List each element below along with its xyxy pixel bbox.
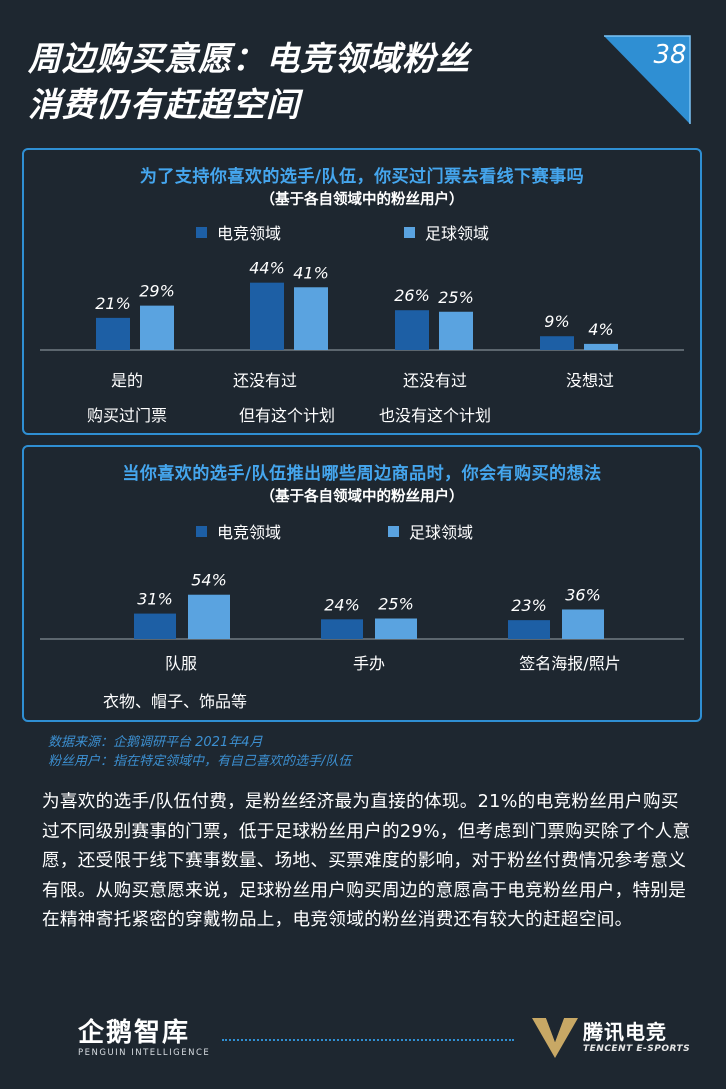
chart-panel-merch: 当你喜欢的选手/队伍推出哪些周边商品时，你会有购买的想法 （基于各自领域中的粉丝… xyxy=(22,445,702,722)
bar-esports xyxy=(508,620,550,639)
chart-subtitle: （基于各自领域中的粉丝用户） xyxy=(260,192,464,208)
page-number: 38 xyxy=(653,40,687,70)
data-label: 25% xyxy=(378,595,414,614)
category-label: 签名海报/照片 xyxy=(519,654,620,673)
data-label: 21% xyxy=(95,294,131,313)
page-title-line2: 消费仍有赶超空间 xyxy=(28,85,300,124)
chart-panel-tickets: 为了支持你喜欢的选手/队伍，你买过门票去看线下赛事吗 （基于各自领域中的粉丝用户… xyxy=(22,148,702,435)
bar-football xyxy=(375,618,417,639)
legend-football-swatch xyxy=(404,226,415,238)
legend-esports-swatch xyxy=(196,525,207,537)
data-label: 44% xyxy=(249,259,285,278)
fan-definition-line: 粉丝用户：指在特定领域中，有自己喜欢的选手/队伍 xyxy=(48,754,352,769)
bar-esports xyxy=(96,317,130,350)
legend-football-swatch xyxy=(388,525,399,537)
legend-esports-label: 电竞领域 xyxy=(217,224,282,243)
category-label: 衣物、帽子、饰品等 xyxy=(103,692,247,711)
bar-esports xyxy=(134,613,176,639)
body-paragraph: 为喜欢的选手/队伍付费，是粉丝经济最为直接的体现。21%的电竞粉丝用户购买过不同… xyxy=(42,792,691,930)
data-label: 25% xyxy=(438,288,474,307)
chart-subtitle: （基于各自领域中的粉丝用户） xyxy=(260,489,464,505)
data-label: 54% xyxy=(191,571,227,590)
category-label: 是的 xyxy=(111,371,143,390)
tencent-esports-logo: 腾讯电竞 xyxy=(583,1020,667,1044)
tencent-esports-v-icon xyxy=(532,1018,578,1058)
tencent-esports-subtitle: TENCENT E-SPORTS xyxy=(583,1044,691,1054)
chart-title: 为了支持你喜欢的选手/队伍，你买过门票去看线下赛事吗 xyxy=(139,167,585,187)
bar-esports xyxy=(395,310,429,350)
legend-football-label: 足球领域 xyxy=(409,523,474,542)
data-label: 23% xyxy=(511,596,547,615)
legend-esports-swatch xyxy=(196,226,207,238)
data-label: 41% xyxy=(293,263,329,282)
data-label: 29% xyxy=(139,282,175,301)
penguin-intelligence-logo: 企鹅智库 xyxy=(78,1018,191,1048)
category-label: 还没有过 xyxy=(403,371,467,390)
data-label: 24% xyxy=(324,595,360,614)
chart-title: 当你喜欢的选手/队伍推出哪些周边商品时，你会有购买的想法 xyxy=(122,464,602,484)
category-label: 还没有过 xyxy=(233,371,297,390)
data-label: 31% xyxy=(137,590,173,609)
legend-football: 足球领域 xyxy=(404,220,489,244)
bar-esports xyxy=(540,336,574,350)
bar-football xyxy=(439,311,473,350)
legend-football-label: 足球领域 xyxy=(425,224,490,243)
category-label: 购买过门票 xyxy=(87,406,167,425)
category-label: 但有这个计划 xyxy=(239,406,335,425)
legend-esports-label: 电竞领域 xyxy=(217,523,282,542)
source-line: 数据来源：企鹅调研平台 2021年4月 xyxy=(48,735,263,750)
data-label: 36% xyxy=(565,585,601,604)
bar-football xyxy=(188,594,230,639)
legend-football: 足球领域 xyxy=(388,519,473,543)
corner-triangle xyxy=(604,35,691,124)
category-label: 手办 xyxy=(353,654,385,673)
legend-esports: 电竞领域 xyxy=(196,220,281,244)
category-label: 也没有这个计划 xyxy=(379,406,491,425)
bar-football xyxy=(140,305,174,350)
category-label: 队服 xyxy=(165,654,197,673)
penguin-intelligence-subtitle: PENGUIN INTELLIGENCE xyxy=(78,1048,211,1058)
bar-football xyxy=(584,343,618,350)
page-title: 周边购买意愿：电竞领域粉丝 消费仍有赶超空间 xyxy=(28,36,618,128)
bar-football xyxy=(562,609,604,639)
bar-esports xyxy=(250,282,284,350)
legend-esports: 电竞领域 xyxy=(196,519,281,543)
category-label: 没想过 xyxy=(566,371,614,390)
footer-divider xyxy=(222,1039,514,1041)
data-label: 26% xyxy=(394,286,430,305)
data-label: 4% xyxy=(588,320,613,339)
data-source-note: 数据来源：企鹅调研平台 2021年4月 粉丝用户：指在特定领域中，有自己喜欢的选… xyxy=(48,733,351,771)
data-label: 9% xyxy=(544,312,569,331)
bar-football xyxy=(294,287,328,350)
page-title-line1: 周边购买意愿：电竞领域粉丝 xyxy=(28,39,470,78)
bar-esports xyxy=(321,619,363,639)
